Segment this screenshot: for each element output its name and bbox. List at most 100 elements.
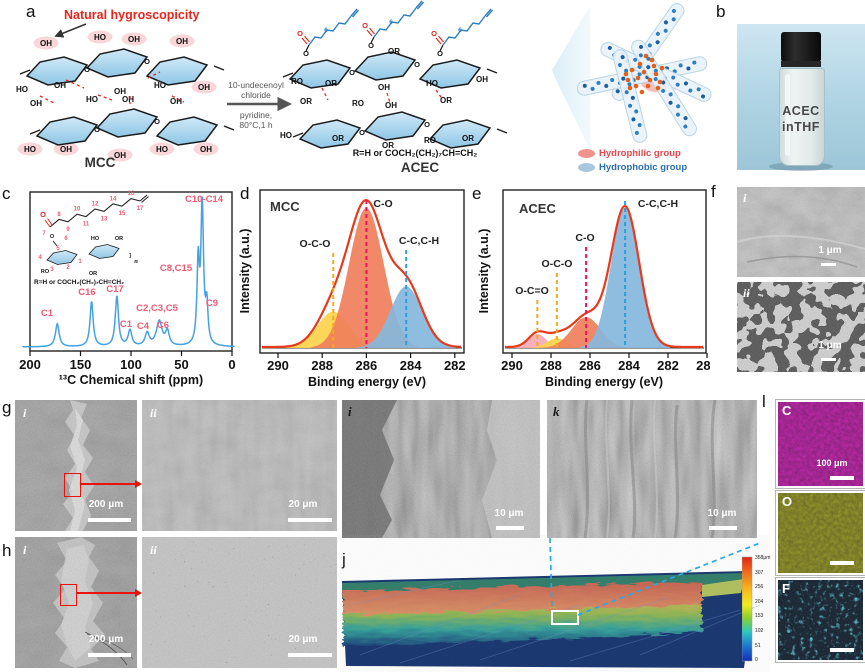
chain-repeat-count: 6 <box>389 19 393 26</box>
molecular-rod <box>576 56 708 96</box>
hydroxyl-label: HO <box>24 145 36 154</box>
substituent-label: OR <box>300 97 312 106</box>
sem-image-g-i: i 200 μm <box>15 400 137 531</box>
shape <box>308 15 352 46</box>
shape <box>416 1 425 10</box>
hydrophilic-atom <box>659 65 665 71</box>
chain-terminus <box>19 69 31 75</box>
shape <box>692 60 697 65</box>
legend-label: Hydrophilic group <box>599 148 681 159</box>
shape <box>631 39 697 137</box>
peak-label: C4 <box>137 321 150 332</box>
molecular-rod <box>631 39 697 137</box>
hydroxyl-label: OH <box>128 35 140 44</box>
hydroxyl-label: OH <box>198 83 210 92</box>
reaction-conditions-bottom: pyridine, 80°C,1 h <box>222 110 290 130</box>
shape <box>696 87 701 92</box>
hydroxyl-label: HO <box>16 85 28 94</box>
x-tick-label: 284 <box>618 358 640 373</box>
pyranose-ring <box>298 119 362 149</box>
ring-substituent: OR <box>89 271 97 277</box>
r-group-definition: R=H or COCH₂(CH₂)₇CH=CH₂ <box>353 148 478 158</box>
hydrogen-bond-dash <box>386 92 391 104</box>
hydroxyl-label: OH <box>122 95 134 104</box>
connector-dash-vertical <box>549 537 553 610</box>
height-colorbar: 358μm 307 256 204 153 102 51 0 <box>741 555 774 666</box>
pyranose-ring-small <box>88 244 120 259</box>
zoom-arrow-h <box>76 592 135 594</box>
xps-acec-x-title: Binding energy (eV) <box>545 375 663 389</box>
scale-bar <box>709 526 737 530</box>
hydrogen-bond-dash <box>147 71 161 79</box>
hydroxyl-label: OH <box>176 37 188 46</box>
mcc-name: MCC <box>85 155 116 170</box>
hydrophilic-atom <box>627 85 633 91</box>
shape <box>301 37 308 45</box>
hygroscopic-highlight <box>107 148 133 162</box>
xps-mcc-x-title: Binding energy (eV) <box>308 375 426 389</box>
shape <box>630 95 635 100</box>
shape <box>484 8 492 17</box>
colorbar-tick-label: 102 <box>755 628 764 634</box>
carbon-number: 9 <box>66 227 70 233</box>
hydrogen-bond-dash <box>171 95 185 103</box>
zoom-arrowhead-h <box>135 589 142 597</box>
subpanel-tag: ii <box>150 406 157 420</box>
scale-bar <box>830 648 854 652</box>
substituent-label: RO <box>424 136 436 145</box>
substituent-label: OR <box>332 134 344 143</box>
plot-frame <box>259 189 465 354</box>
sem-image-f-i: i 1 μm <box>737 187 865 277</box>
reaction-line-3: pyridine, <box>239 110 273 120</box>
component-label: O-C-O <box>300 238 331 250</box>
shape <box>628 103 633 108</box>
shape <box>675 112 680 117</box>
r-group-definition: R=H or COCH₂(CH₂)₇CH=CH₂ <box>34 279 124 286</box>
glycosidic-oxygen: O <box>424 120 430 129</box>
scale-text: 200 μm <box>88 634 124 645</box>
hydrogen-bond-dash <box>321 87 329 101</box>
hydrophilic-atom <box>641 69 647 75</box>
colorbar-tick-label: 153 <box>755 613 764 620</box>
chain-repeat-count: 6 <box>458 27 462 34</box>
legend-row: Hydrophobic group <box>578 162 687 173</box>
molecular-rod <box>612 49 648 143</box>
shape <box>596 80 601 85</box>
hygroscopic-highlight <box>17 142 43 156</box>
panel-letter-e: e <box>472 184 482 203</box>
hydroxyl-label: HO <box>94 33 106 42</box>
shape <box>617 63 622 68</box>
chain-terminus <box>282 72 294 78</box>
glycosidic-oxygen: O <box>349 68 355 77</box>
reaction-conditions-top: 10-undecenoyl chloride <box>222 80 290 100</box>
shape <box>701 94 706 99</box>
hydroxyl-label: OH <box>30 99 42 108</box>
carbon-number: 11 <box>83 222 90 228</box>
shape <box>438 35 444 43</box>
pyranose-ring <box>418 59 482 89</box>
pan el-letter-c: c <box>2 184 11 203</box>
hydrogen-bond-dash <box>39 95 57 105</box>
hydrophilic-atom <box>639 89 645 95</box>
substituent-label: OR <box>462 134 474 143</box>
sem-image-i: i 10 μm <box>342 400 540 538</box>
panel-letter-h: h <box>2 541 12 560</box>
substituent-label: OH <box>476 75 488 84</box>
shape <box>604 83 609 88</box>
shape <box>590 86 595 91</box>
acyl-chain: O O 6 <box>297 8 360 58</box>
carbon-number: 8 <box>57 212 61 218</box>
plot-frame <box>502 189 707 354</box>
vial-text-line1: ACEC <box>782 104 820 118</box>
sem-image-k: k 10 μm <box>547 400 757 538</box>
peak-label: C2,C3,C5 <box>136 303 178 314</box>
carbonyl-oxygen: O <box>40 210 46 219</box>
shape <box>44 219 51 228</box>
legend-label: Hydrophobic group <box>599 162 688 173</box>
hydroxyl-label: OH <box>54 81 66 90</box>
colorbar-tick-label: 204 <box>755 598 764 605</box>
substituent-label: OR <box>388 47 400 56</box>
shape <box>370 36 375 44</box>
carbon-number: 5 <box>56 246 60 252</box>
zoom-arrowhead-g <box>135 480 142 488</box>
